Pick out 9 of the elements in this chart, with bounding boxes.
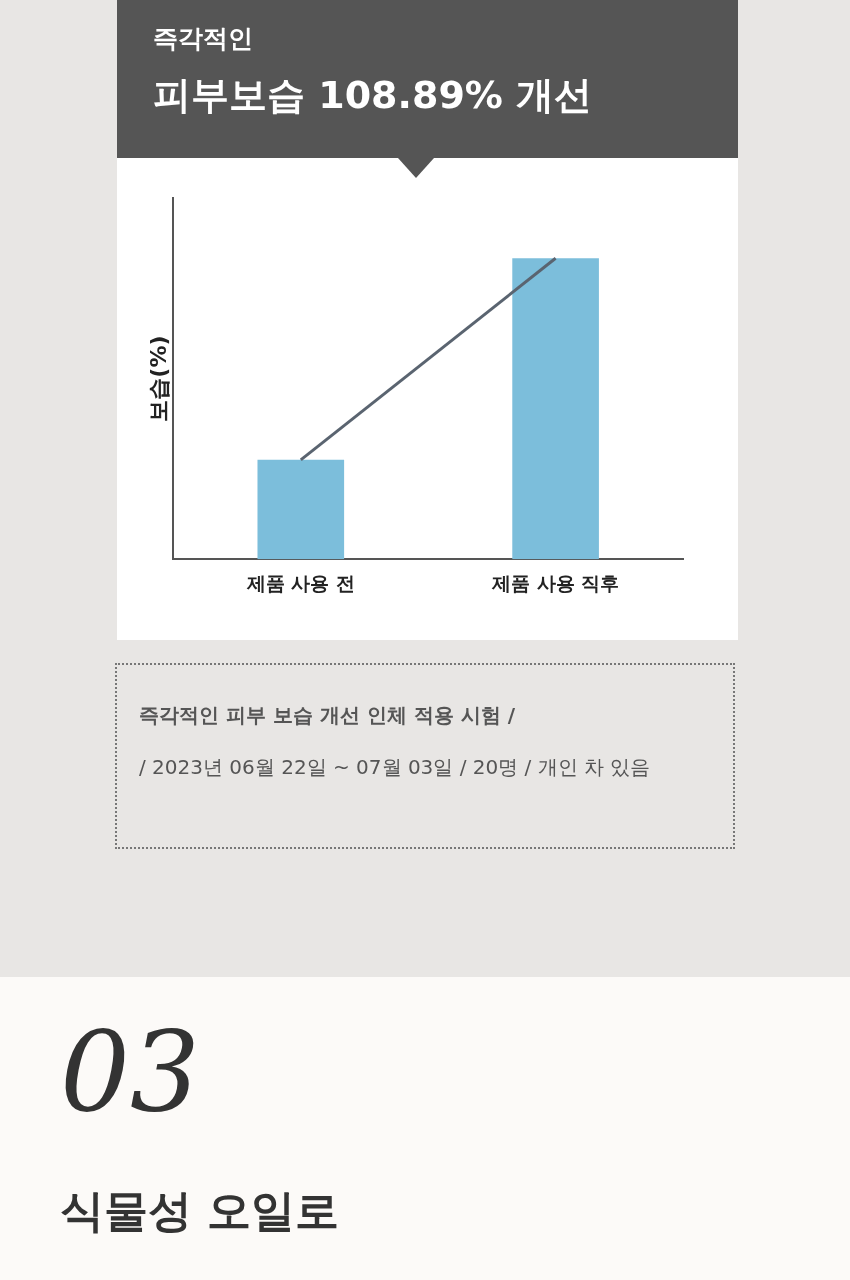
text: / 2023년 06월 22일 ~ 07월 03일 / 20명 / 개인 차 있음 — [139, 754, 652, 781]
chart-title: 즉각적인 — [153, 23, 253, 55]
x-tick-label: 제품 사용 전 — [245, 571, 355, 594]
text: 즉각적인 피부 보습 개선 인체 적용 시험 / — [139, 702, 517, 729]
chart-subtitle: 피부보습 108.89% 개선 — [153, 72, 593, 119]
text: 03 — [60, 1008, 200, 1136]
text: 식물성 오일로 — [60, 1184, 340, 1238]
y-axis-title: 보습(%) — [145, 335, 171, 422]
x-tick-label: 제품 사용 직후 — [490, 571, 620, 594]
